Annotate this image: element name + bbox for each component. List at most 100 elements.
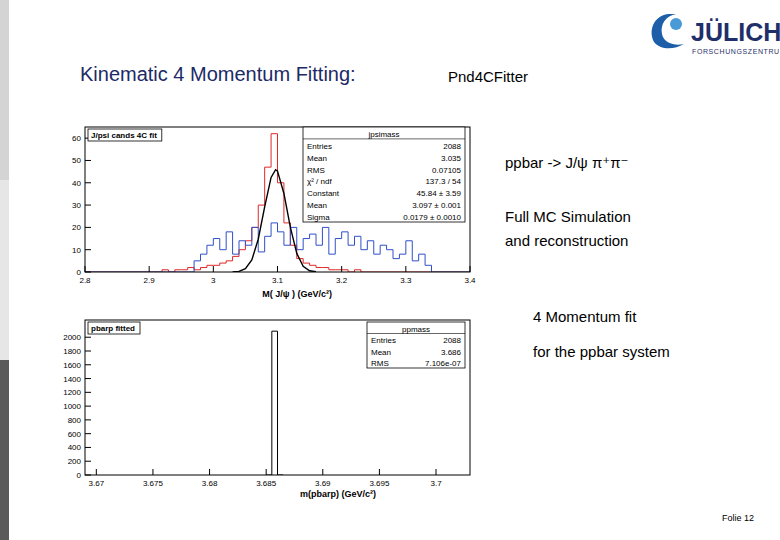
chart-title: pbarp fitted [91, 324, 135, 333]
x-tick-label: 3.2 [336, 276, 348, 285]
logo-emblem [670, 18, 682, 30]
stats-label: Entries [307, 142, 332, 151]
x-tick [85, 266, 86, 272]
stats-box: jpsimassEntries2088Mean3.035RMS0.07105χ²… [303, 127, 465, 222]
histogram-bin [181, 269, 187, 270]
stats-value: 2088 [443, 142, 461, 151]
histogram-bin [188, 268, 194, 270]
histogram-bin [322, 227, 328, 245]
histogram-bin [432, 265, 438, 272]
histogram-bin [239, 241, 245, 254]
histogram-bin [374, 241, 380, 254]
y-tick-label: 40 [72, 179, 81, 188]
x-tick-label: 3.3 [400, 276, 412, 285]
x-tick-label: 2.8 [79, 276, 91, 285]
y-tick-label: 1400 [63, 375, 81, 384]
y-tick-label: 30 [72, 201, 81, 210]
note-text: for the ppbar system [533, 343, 670, 360]
y-tick [85, 461, 91, 462]
chart: 2.82.933.13.23.33.40102030405060M( J/ψ )… [72, 127, 476, 299]
logo-name: JÜLICH [691, 18, 780, 46]
y-tick [85, 272, 91, 273]
x-tick [341, 266, 342, 272]
stats-label: Mean [307, 154, 327, 163]
x-tick-label: 3.67 [89, 479, 105, 488]
histogram-bin [85, 272, 91, 273]
histogram-bin [297, 227, 303, 249]
y-tick [85, 392, 91, 393]
stats-frame [367, 322, 465, 368]
stats-separator [303, 138, 465, 139]
histogram-bin [329, 227, 335, 254]
x-tick-label: 3.695 [369, 479, 390, 488]
x-tick-label: 3 [211, 276, 216, 285]
frame [85, 127, 470, 272]
stats-value: 7.106e-07 [425, 359, 462, 368]
side-strip [0, 180, 9, 360]
x-tick-label: 3.675 [143, 479, 164, 488]
frame [85, 320, 470, 475]
y-tick [85, 160, 91, 161]
histogram-bin [380, 245, 386, 254]
stats-value: 3.097 ± 0.001 [412, 201, 461, 210]
stats-separator [367, 333, 465, 334]
y-tick [85, 475, 91, 476]
histogram-bin [310, 234, 316, 238]
side-strip [0, 360, 9, 540]
logo-emblem [652, 14, 684, 48]
y-tick-label: 10 [72, 246, 81, 255]
histogram-bin [342, 269, 348, 270]
y-tick [85, 227, 91, 228]
chart: 3.673.6753.683.6853.693.6953.70200400600… [63, 320, 470, 499]
note-text: Full MC Simulation [505, 208, 631, 225]
histogram-bin [245, 241, 251, 250]
stats-value: 0.07105 [432, 166, 461, 175]
y-tick-label: 1600 [63, 361, 81, 370]
x-tick [213, 266, 214, 272]
histogram-bin [284, 232, 290, 245]
histogram-bin [271, 134, 277, 167]
histogram-bin [316, 234, 322, 245]
stats-value: 3.686 [441, 348, 462, 357]
y-tick [85, 433, 91, 434]
histogram-bin [303, 259, 309, 263]
stats-value: 0.0179 ± 0.0010 [403, 213, 461, 222]
x-tick-label: 3.7 [430, 479, 442, 488]
histogram-bin [213, 239, 219, 246]
histogram-bin [367, 241, 373, 250]
histogram-bin [419, 254, 425, 261]
slide-title: Kinematic 4 Momentum Fitting: [80, 63, 356, 85]
histogram-bin [194, 261, 200, 272]
histogram-bin [412, 241, 418, 261]
histogram-bin [425, 254, 431, 265]
histogram-bin [220, 239, 226, 250]
histogram-bin [213, 265, 219, 266]
x-tick [436, 469, 437, 475]
stats-label: Mean [371, 348, 391, 357]
stats-title: ppmass [402, 325, 430, 334]
x-tick-label: 3.68 [202, 479, 218, 488]
x-tick [277, 266, 278, 272]
stats-value: 137.3 / 54 [425, 177, 461, 186]
stats-value: 3.035 [441, 154, 462, 163]
histogram-bin [278, 331, 284, 475]
histogram-bin [322, 267, 328, 268]
y-tick-label: 20 [72, 223, 81, 232]
y-tick-label: 200 [68, 457, 82, 466]
data-group [266, 331, 283, 475]
x-axis-label: M( J/ψ ) (GeV/c²) [262, 289, 332, 299]
y-tick [85, 337, 91, 338]
stats-label: RMS [371, 359, 389, 368]
histogram-bin [201, 268, 207, 270]
x-tick [209, 469, 210, 475]
stats-label: Entries [371, 336, 396, 345]
y-tick-label: 50 [72, 156, 81, 165]
y-tick-label: 60 [72, 134, 81, 143]
y-tick-label: 1000 [63, 402, 81, 411]
x-tick [322, 469, 323, 475]
histogram-bin [335, 269, 341, 270]
slide: JÜLICHFORSCHUNGSZENTRUMKinematic 4 Momen… [0, 0, 780, 540]
histogram-bin [348, 232, 354, 245]
note-text: ppbar -> J/ψ π⁺π⁻ [505, 154, 629, 171]
y-tick [85, 205, 91, 206]
